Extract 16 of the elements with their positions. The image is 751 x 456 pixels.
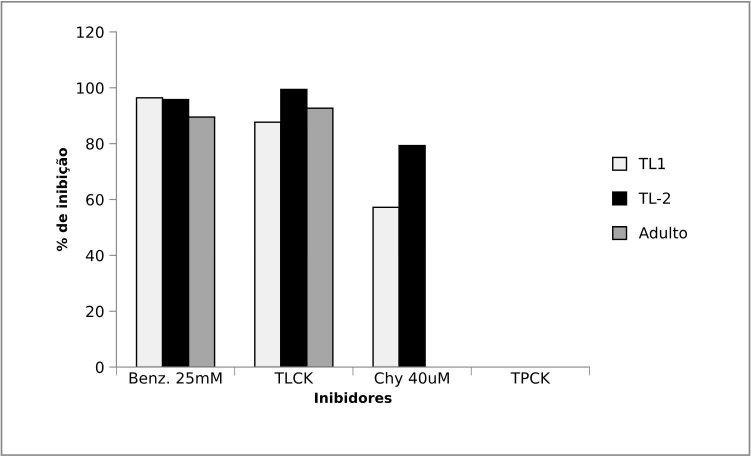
y-tick-label: 20 [86,306,104,318]
y-tick-label: 60 [86,194,104,206]
y-axis-title: % de inibição [56,148,70,252]
x-tick-label: TLCK [274,372,314,384]
y-tick-label: 40 [86,250,104,262]
x-tick-label: Benz. 25mM [130,372,222,384]
y-tick-label: 0 [96,362,104,374]
y-tick-label: 100 [77,82,104,94]
x-tick-label: Chy 40uM [374,372,449,387]
x-tick-label: TPCK [510,372,550,384]
y-tick-label: 120 [77,26,104,38]
legend-label: Adulto [638,226,688,239]
y-tick-label: 80 [86,138,104,150]
legend-label: TL1 [638,158,665,170]
x-axis-title: Inibidores [314,392,392,404]
legend-label: TL-2 [638,192,670,204]
